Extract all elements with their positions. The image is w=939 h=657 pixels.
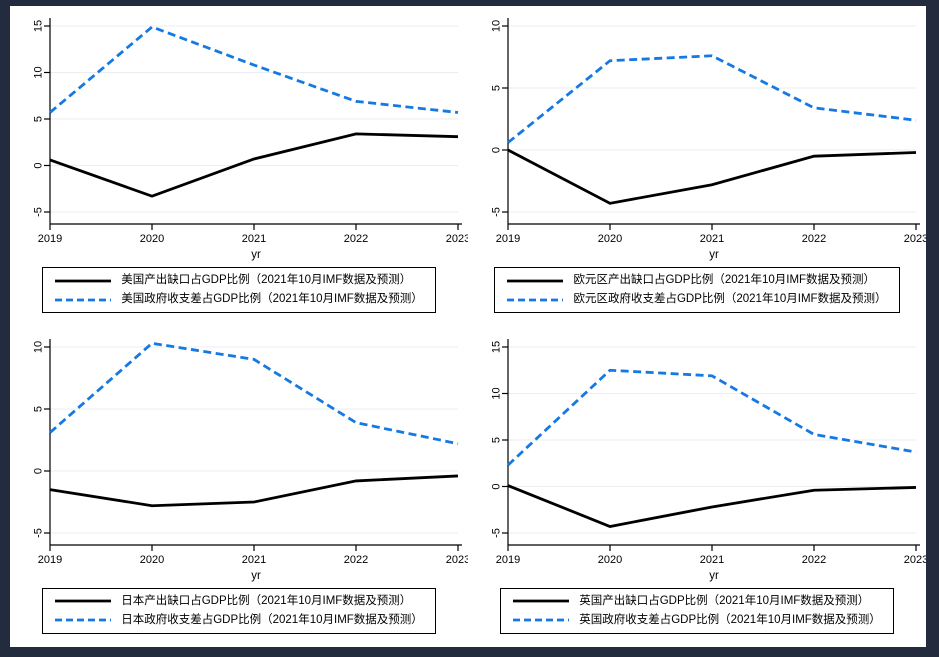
y-tick-label: 0 (33, 162, 45, 168)
y-tick-label: 15 (33, 20, 45, 32)
legend-item: 欧元区政府收支差占GDP比例（2021年10月IMF数据及预测） (507, 290, 887, 309)
x-tick-label: 2023 (904, 554, 926, 566)
y-tick-label: -5 (33, 207, 45, 217)
y-tick-label: 0 (491, 483, 503, 489)
legend-label: 美国产出缺口占GDP比例（2021年10月IMF数据及预测） (121, 274, 412, 286)
legend-box-us: 美国产出缺口占GDP比例（2021年10月IMF数据及预测） 美国政府收支差占GD… (42, 267, 436, 313)
legend-line-sample-dashed (507, 298, 564, 301)
legend-line-sample-dashed (55, 298, 112, 301)
deficit-line-japan (49, 341, 459, 445)
y-tick-label: 5 (33, 116, 45, 122)
legend-label: 日本政府收支差占GDP比例（2021年10月IMF数据及预测） (121, 613, 423, 626)
x-tick-label: 2020 (140, 233, 164, 245)
legend-line-sample-solid (507, 279, 564, 282)
legend-line-sample-solid (513, 599, 570, 603)
legend-label: 英国产出缺口占GDP比例（2021年10月IMF数据及预测） (579, 594, 870, 607)
y-tick-label: 0 (491, 147, 503, 153)
x-tick-label: 2021 (700, 233, 724, 245)
legend-item: 美国政府收支差占GDP比例（2021年10月IMF数据及预测） (55, 290, 423, 309)
chart-panel-us: 15 10 5 0 -5 2019 2020 2021 2022 2023 yr 美国产出缺口占GDP… (10, 6, 468, 327)
legend-item: 日本政府收支差占GDP比例（2021年10月IMF数据及预测） (55, 611, 423, 630)
x-tick-label: 2019 (496, 554, 520, 566)
x-tick-label: 2022 (344, 233, 368, 245)
x-axis-title: yr (709, 249, 719, 261)
legend-box-eurozone: 欧元区产出缺口占GDP比例（2021年10月IMF数据及预测） 欧元区政府收支差占… (494, 267, 900, 313)
legend-line-sample-solid (55, 599, 112, 603)
x-tick-label: 2021 (700, 554, 724, 566)
output-gap-line-us (49, 132, 459, 198)
legend-label: 欧元区政府收支差占GDP比例（2021年10月IMF数据及预测） (573, 293, 887, 305)
chart-panel-japan: 10 5 0 -5 2019 2020 2021 2022 2023 yr 日本产出缺口占GDP比例… (10, 327, 468, 648)
x-axis-title: yr (709, 570, 719, 582)
legend-line-sample-dashed (55, 618, 112, 622)
x-tick-label: 2020 (598, 233, 622, 245)
deficit-line-us (49, 25, 459, 114)
y-tick-label: 5 (33, 405, 45, 411)
x-tick-label: 2022 (802, 233, 826, 245)
legend-box-uk: 英国产出缺口占GDP比例（2021年10月IMF数据及预测） 英国政府收支差占GD… (500, 587, 894, 634)
y-tick-label: 5 (491, 436, 503, 442)
x-tick-label: 2023 (446, 233, 468, 245)
legend-box-japan: 日本产出缺口占GDP比例（2021年10月IMF数据及预测） 日本政府收支差占GD… (42, 587, 436, 634)
x-tick-label: 2019 (38, 233, 62, 245)
y-tick-label: -5 (491, 207, 503, 217)
legend-item: 英国产出缺口占GDP比例（2021年10月IMF数据及预测） (513, 592, 881, 611)
deficit-line-eurozone (507, 54, 917, 144)
y-tick-label: -5 (33, 528, 45, 538)
legend-item: 英国政府收支差占GDP比例（2021年10月IMF数据及预测） (513, 611, 881, 630)
x-axis-title: yr (251, 249, 261, 261)
y-tick-label: -5 (491, 528, 503, 538)
x-tick-label: 2020 (598, 554, 622, 566)
y-tick-label: 10 (33, 340, 45, 352)
x-tick-label: 2019 (496, 233, 520, 245)
y-tick-label: 15 (491, 340, 503, 352)
legend-label: 日本产出缺口占GDP比例（2021年10月IMF数据及预测） (121, 594, 412, 607)
x-tick-label: 2021 (242, 554, 266, 566)
line-chart-eurozone: 10 5 0 -5 2019 2020 2021 2022 2023 yr (491, 18, 926, 261)
x-tick-label: 2023 (446, 554, 468, 566)
x-axis-title: yr (251, 570, 261, 582)
y-tick-label: 10 (491, 387, 503, 399)
line-chart-japan: 10 5 0 -5 2019 2020 2021 2022 2023 yr (33, 338, 468, 582)
legend-line-sample-dashed (513, 618, 570, 622)
y-tick-label: 10 (33, 66, 45, 78)
x-tick-label: 2022 (802, 554, 826, 566)
deficit-line-uk (507, 368, 917, 466)
legend-item: 欧元区产出缺口占GDP比例（2021年10月IMF数据及预测） (507, 271, 886, 290)
legend-label: 美国政府收支差占GDP比例（2021年10月IMF数据及预测） (121, 293, 423, 305)
legend-item: 美国产出缺口占GDP比例（2021年10月IMF数据及预测） (55, 271, 423, 290)
line-chart-uk: 15 10 5 0 -5 2019 2020 2021 2022 2023 yr (491, 338, 926, 582)
output-gap-line-uk (507, 483, 917, 528)
y-tick-label: 10 (491, 20, 503, 32)
chart-grid: 15 10 5 0 -5 2019 2020 2021 2022 2023 yr 美国产出缺口占GDP… (10, 6, 926, 647)
x-tick-label: 2023 (904, 233, 926, 245)
x-tick-label: 2022 (344, 554, 368, 566)
x-tick-label: 2020 (140, 554, 164, 566)
legend-label: 英国政府收支差占GDP比例（2021年10月IMF数据及预测） (579, 613, 881, 626)
chart-panel-eurozone: 10 5 0 -5 2019 2020 2021 2022 2023 yr 欧元区产出缺口占GDP比… (468, 6, 926, 327)
x-tick-label: 2019 (38, 554, 62, 566)
legend-item: 日本产出缺口占GDP比例（2021年10月IMF数据及预测） (55, 592, 423, 611)
output-gap-line-japan (49, 474, 459, 507)
legend-label: 欧元区产出缺口占GDP比例（2021年10月IMF数据及预测） (573, 274, 876, 286)
x-tick-label: 2021 (242, 233, 266, 245)
legend-line-sample-solid (55, 279, 112, 282)
chart-panel-uk: 15 10 5 0 -5 2019 2020 2021 2022 2023 yr 英国产出缺口占GDP… (468, 327, 926, 648)
y-tick-label: 5 (491, 85, 503, 91)
output-gap-line-eurozone (507, 148, 917, 205)
figure-canvas: 15 10 5 0 -5 2019 2020 2021 2022 2023 yr 美国产出缺口占GDP… (10, 6, 926, 647)
y-tick-label: 0 (33, 467, 45, 473)
line-chart-us: 15 10 5 0 -5 2019 2020 2021 2022 2023 yr (33, 18, 468, 261)
